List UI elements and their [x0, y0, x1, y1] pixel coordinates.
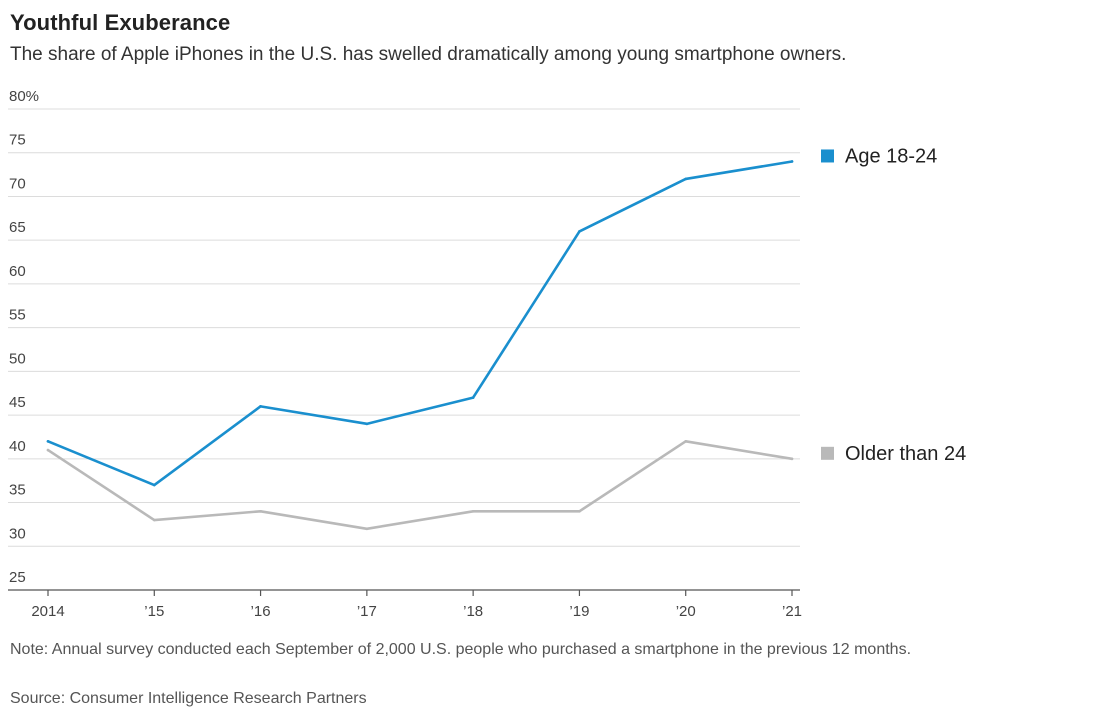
- x-axis-labels: 2014 ’15 ’16 ’17 ’18 ’19 ’20 ’21: [31, 603, 802, 620]
- y-tick-label: 30: [9, 525, 26, 542]
- data-point-age-18-24: [790, 160, 794, 163]
- data-point-age-18-24: [578, 230, 581, 233]
- data-point-age-18-24: [46, 440, 50, 443]
- y-tick-label: 45: [9, 394, 26, 411]
- y-tick-label: 60: [9, 263, 26, 280]
- chart-title: Youthful Exuberance: [10, 10, 231, 35]
- legend-swatch-older-than-24: [821, 446, 834, 460]
- data-point-older-than-24: [365, 527, 369, 531]
- series-line-older-than-24: [46, 440, 794, 531]
- y-tick-label: 75: [9, 132, 26, 149]
- gridlines: [8, 108, 800, 547]
- x-axis: [8, 589, 800, 596]
- legend-label-age-18-24: Age 18-24: [845, 145, 937, 167]
- x-tick-label: ’20: [676, 603, 696, 620]
- x-tick-label: ’21: [782, 603, 802, 620]
- x-tick-label: ’15: [144, 603, 164, 620]
- chart-source: Source: Consumer Intelligence Research P…: [10, 690, 367, 707]
- data-point-age-18-24: [684, 177, 688, 181]
- series-lines: [46, 160, 794, 531]
- chart-note: Note: Annual survey conducted each Septe…: [10, 641, 912, 658]
- y-tick-label: 50: [9, 350, 26, 367]
- x-tick-label: ’19: [569, 603, 589, 620]
- chart-subtitle: The share of Apple iPhones in the U.S. h…: [10, 44, 847, 65]
- y-tick-label: 25: [9, 569, 26, 586]
- data-point-older-than-24: [471, 509, 475, 513]
- y-tick-label: 40: [9, 438, 26, 455]
- legend: Age 18-24 Older than 24: [821, 145, 966, 465]
- legend-swatch-age-18-24: [821, 149, 834, 163]
- data-point-older-than-24: [46, 448, 50, 452]
- series-line-age-18-24: [46, 160, 794, 487]
- data-point-older-than-24: [790, 457, 794, 461]
- data-point-older-than-24: [684, 440, 688, 443]
- y-tick-label: 55: [9, 307, 26, 324]
- data-point-age-18-24: [152, 483, 156, 487]
- y-axis: 25 30 35 40 45 50 55 60 65 70 75 80%: [9, 88, 39, 586]
- x-tick-label: 2014: [31, 603, 64, 620]
- data-point-older-than-24: [152, 518, 156, 522]
- data-point-age-18-24: [365, 422, 369, 426]
- y-tick-label: 70: [9, 175, 26, 192]
- x-tick-label: ’16: [251, 603, 271, 620]
- y-tick-label: 65: [9, 219, 26, 236]
- data-point-older-than-24: [259, 509, 262, 513]
- data-point-age-18-24: [471, 396, 475, 399]
- legend-label-older-than-24: Older than 24: [845, 443, 966, 465]
- y-tick-label: 35: [9, 482, 26, 499]
- data-point-age-18-24: [259, 405, 262, 408]
- x-tick-label: ’17: [357, 603, 377, 620]
- x-tick-label: ’18: [463, 603, 483, 620]
- data-point-older-than-24: [578, 509, 581, 513]
- y-tick-label: 80%: [9, 88, 39, 105]
